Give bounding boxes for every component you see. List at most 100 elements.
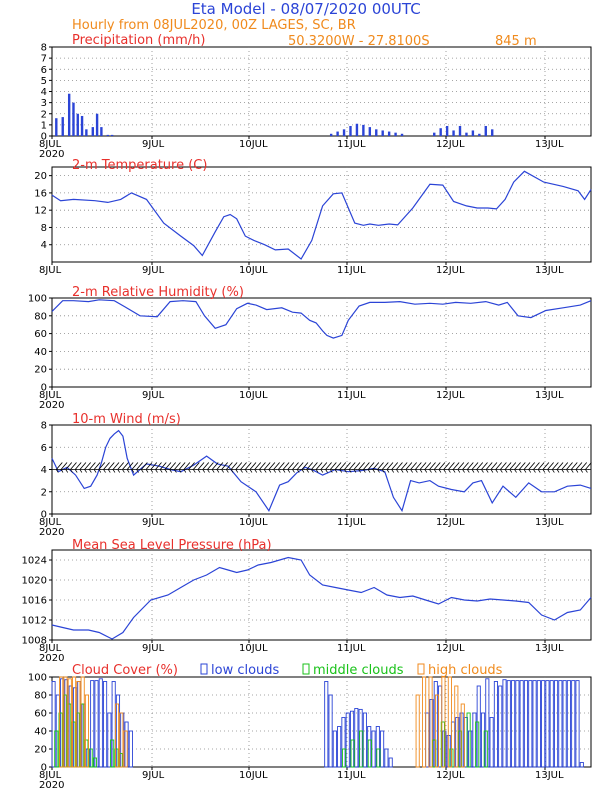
- wind-barb: [344, 462, 351, 470]
- wind-barb-tail: [183, 469, 187, 473]
- wind-barb-tail: [98, 469, 102, 473]
- wind-barb: [363, 462, 370, 470]
- wind-barb-tail: [193, 469, 196, 473]
- wind-barb: [566, 462, 573, 470]
- x-tick-label: 8JUL: [39, 265, 62, 276]
- x-tick-label: 8JUL: [39, 643, 62, 654]
- wind-barb: [353, 462, 361, 470]
- y-tick-label: 40: [34, 347, 47, 358]
- cloud-bar-high: [119, 712, 124, 768]
- precip-bar: [55, 118, 58, 136]
- y-tick-label: 1012: [22, 616, 47, 627]
- legend-label: middle clouds: [313, 663, 404, 678]
- wind-barb: [575, 462, 583, 470]
- cloud-bar-low: [541, 680, 546, 768]
- wind-barb-tail: [268, 469, 272, 473]
- wind-barb: [244, 462, 252, 470]
- x-tick-label: 12JUL: [436, 517, 465, 528]
- y-tick-label: 1: [41, 120, 47, 131]
- wind-barb-tail: [263, 469, 267, 473]
- precip-bar: [342, 129, 346, 136]
- wind-barb-tail: [353, 469, 357, 473]
- wind-barb: [466, 462, 474, 470]
- wind-barb-tail: [433, 469, 437, 473]
- cloud-bar-high: [84, 694, 90, 768]
- panel-2: 4 8 12 16 20 8JUL 9JUL 10JUL 11JUL 12JUL 13JUL 2-m …: [34, 158, 592, 276]
- y-tick-label: 60: [34, 329, 47, 340]
- precip-bar: [375, 129, 378, 136]
- wind-barb: [169, 462, 177, 470]
- wind-barb-tail: [448, 469, 451, 473]
- precip-bar: [433, 132, 436, 136]
- panel-title: Cloud Cover (%): [72, 663, 178, 678]
- wind-barb-tail: [344, 469, 347, 473]
- wind-barb-tail: [226, 469, 229, 473]
- wind-barb-tail: [84, 469, 87, 473]
- cloud-bar-middle: [110, 739, 115, 768]
- precip-bar: [465, 132, 468, 136]
- wind-barb-tail: [93, 469, 97, 473]
- y-tick-label: 8: [41, 421, 47, 432]
- precip-bar: [91, 127, 95, 136]
- cloud-bar-low: [498, 685, 503, 768]
- cloud-bar-low: [575, 680, 580, 768]
- wind-barb: [188, 462, 195, 470]
- wind-barb-tail: [424, 469, 428, 473]
- cloud-bar-high: [67, 678, 72, 768]
- wind-barb-tail: [471, 469, 475, 473]
- wind-barb: [55, 462, 63, 470]
- x-tick-label: 11JUL: [337, 770, 366, 781]
- wind-barb-tail: [325, 469, 328, 473]
- precip-bar: [95, 113, 99, 136]
- precip-bar: [336, 131, 339, 136]
- x-tick-label: 10JUL: [239, 643, 268, 654]
- wind-barb-tail: [174, 469, 177, 473]
- wind-barb: [533, 462, 540, 470]
- legend-label: low clouds: [211, 663, 280, 678]
- station-coords: 50.3200W - 27.8100S: [288, 34, 430, 49]
- wind-barb-tail: [107, 469, 111, 473]
- wind-barb-tail: [367, 469, 371, 473]
- wind-barb-tail: [334, 469, 338, 473]
- wind-barb: [263, 462, 271, 470]
- wind-barb: [183, 462, 191, 470]
- cloud-bar-middle: [483, 730, 488, 768]
- wind-barb: [325, 462, 332, 470]
- wind-barb: [580, 462, 588, 470]
- y-tick-label: 100: [28, 673, 47, 684]
- wind-barb: [429, 462, 436, 470]
- cloud-bar-high: [460, 703, 465, 768]
- wind-barb-tail: [547, 469, 550, 473]
- wind-barb-tail: [358, 469, 361, 473]
- series-line: [51, 170, 592, 260]
- cloud-bar-middle: [350, 739, 355, 768]
- cloud-bar-high: [114, 703, 120, 768]
- x-tick-label: 10JUL: [239, 390, 268, 401]
- wind-barb-tail: [169, 469, 172, 473]
- cloud-bar-high: [80, 676, 85, 768]
- wind-barb: [84, 462, 91, 470]
- wind-barb: [122, 462, 129, 470]
- wind-barb-tail: [282, 469, 286, 473]
- wind-barb: [112, 462, 120, 470]
- x-tick-label: 13JUL: [535, 770, 564, 781]
- x-tick-label: 10JUL: [239, 517, 268, 528]
- cloud-bar-middle: [88, 748, 93, 768]
- cloud-bar-low: [328, 694, 333, 768]
- wind-barb: [329, 462, 337, 470]
- wind-barb-tail: [230, 469, 234, 473]
- cloud-bar-middle: [466, 712, 471, 768]
- precip-bar: [61, 117, 64, 136]
- wind-barb: [155, 462, 162, 470]
- wind-barb: [197, 462, 205, 470]
- x-tick-label: 8JUL: [39, 390, 62, 401]
- wind-barb: [377, 462, 384, 470]
- wind-barb: [93, 462, 101, 470]
- wind-barb: [490, 462, 498, 470]
- wind-barb-tail: [273, 469, 276, 473]
- x-tick-label: 10JUL: [239, 139, 268, 150]
- series-line: [51, 429, 592, 513]
- wind-barb-tail: [330, 469, 333, 473]
- y-tick-label: 5: [41, 76, 47, 87]
- x-tick-label: 9JUL: [142, 265, 165, 276]
